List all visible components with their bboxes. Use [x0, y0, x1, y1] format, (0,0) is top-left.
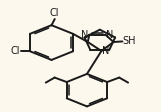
- Text: N: N: [81, 30, 88, 40]
- Text: Cl: Cl: [50, 9, 60, 18]
- Text: N: N: [106, 30, 114, 40]
- Text: N: N: [102, 46, 110, 56]
- Text: SH: SH: [123, 36, 136, 46]
- Text: Cl: Cl: [11, 46, 20, 56]
